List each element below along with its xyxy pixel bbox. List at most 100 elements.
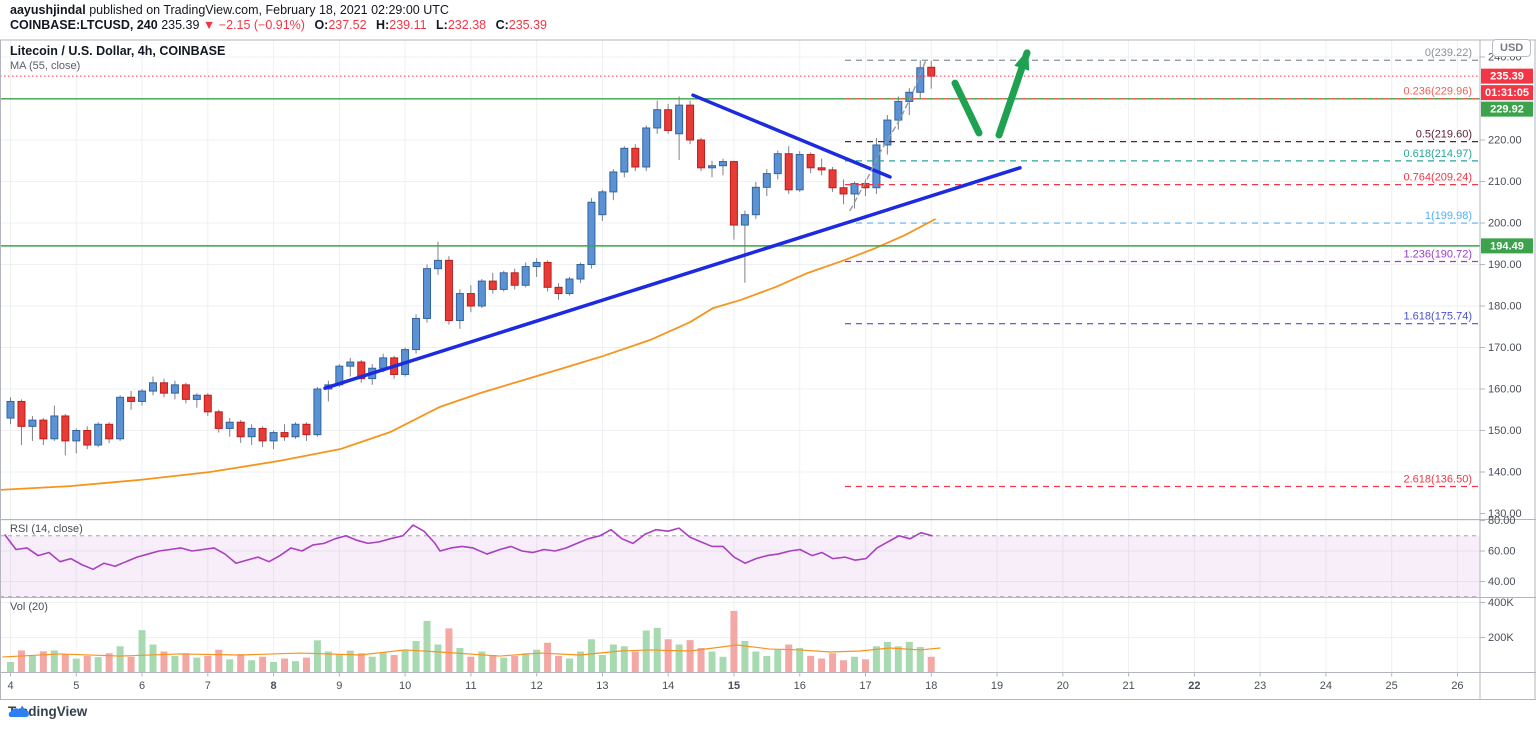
volume-bar bbox=[511, 655, 519, 673]
volume-bar bbox=[522, 653, 530, 673]
volume-bar bbox=[379, 652, 387, 673]
rsi-legend[interactable]: RSI (14, close) bbox=[10, 523, 83, 535]
candle-body bbox=[6, 400, 15, 419]
volume-bar bbox=[686, 640, 694, 673]
volume-bar bbox=[785, 644, 793, 673]
candle-body bbox=[839, 187, 848, 195]
vol-tick-label: 400K bbox=[1488, 597, 1514, 609]
trendline-descending-resistance bbox=[691, 93, 892, 179]
volume-bar bbox=[467, 656, 475, 673]
candle-body bbox=[565, 278, 574, 295]
candle-body bbox=[280, 432, 289, 438]
vol-legend[interactable]: Vol (20) bbox=[10, 601, 48, 613]
rsi-line bbox=[4, 524, 933, 571]
volume-bar bbox=[894, 646, 902, 673]
volume-bar bbox=[850, 656, 858, 673]
candle-body bbox=[313, 388, 322, 436]
volume-bar bbox=[544, 642, 552, 673]
volume-bar bbox=[149, 644, 157, 673]
volume-bar bbox=[281, 658, 289, 673]
candle-body bbox=[138, 390, 147, 402]
volume-bar bbox=[555, 655, 563, 673]
candle-body bbox=[762, 173, 771, 188]
low-value: 232.38 bbox=[447, 18, 487, 32]
vol-tick-label: 200K bbox=[1488, 632, 1514, 644]
countdown-badge-text: 01:31:05 bbox=[1485, 87, 1529, 99]
low-label: L: bbox=[436, 18, 448, 32]
chart-title[interactable]: Litecoin / U.S. Dollar, 4h, COINBASE bbox=[10, 44, 226, 58]
candle-body bbox=[587, 201, 596, 265]
price-tick-label: 160.00 bbox=[1488, 384, 1522, 396]
pane-frame bbox=[0, 39, 1536, 700]
volume-bar bbox=[138, 630, 146, 673]
candle-body bbox=[894, 100, 903, 121]
volume-bar bbox=[171, 655, 179, 673]
candle-body bbox=[455, 293, 464, 322]
candle-body bbox=[916, 67, 925, 93]
close-label: C: bbox=[495, 18, 509, 32]
volume-bar bbox=[861, 659, 869, 673]
candlestick-series bbox=[6, 60, 936, 456]
volume-bar bbox=[796, 648, 804, 673]
volume-bar bbox=[17, 650, 25, 673]
time-tick-label: 23 bbox=[1254, 680, 1266, 692]
time-tick-label: 13 bbox=[596, 680, 608, 692]
symbol-name[interactable]: COINBASE:LTCUSD, 240 bbox=[10, 18, 158, 32]
volume-bar bbox=[434, 644, 442, 673]
price-axis[interactable]: 240.00220.00210.00200.00190.00180.00170.… bbox=[1480, 52, 1533, 645]
rsi-band bbox=[0, 535, 1480, 598]
candle-body bbox=[225, 421, 234, 429]
candle-body bbox=[905, 91, 914, 102]
rsi-tick-label: 60.00 bbox=[1488, 546, 1516, 558]
open-value: 237.52 bbox=[328, 18, 367, 32]
volume-bar bbox=[291, 661, 299, 673]
fib-retracement: 0(239.22) 0.236(229.96) 0.5(219.60) 0.618(2… bbox=[845, 47, 1480, 488]
volume-bar bbox=[302, 657, 310, 673]
candle-body bbox=[94, 423, 103, 446]
volume-bar bbox=[390, 655, 398, 673]
candle-body bbox=[116, 396, 125, 440]
candle-body bbox=[620, 147, 629, 173]
candle-body bbox=[379, 357, 388, 369]
volume-bar bbox=[401, 649, 409, 673]
volume-bar bbox=[105, 653, 113, 673]
candle-body bbox=[247, 427, 256, 438]
currency-usd-button[interactable]: USD bbox=[1492, 39, 1532, 57]
price-tick-label: 180.00 bbox=[1488, 301, 1522, 313]
volume-bar bbox=[489, 655, 497, 673]
tradingview-logo[interactable]: TradingView bbox=[8, 704, 87, 719]
candle-body bbox=[708, 165, 717, 169]
time-tick-label: 8 bbox=[271, 680, 277, 692]
fib-level-label: 0.764(209.24) bbox=[1404, 172, 1473, 184]
volume-bar bbox=[61, 654, 69, 673]
candle-body bbox=[510, 272, 519, 286]
volume-bar bbox=[182, 653, 190, 673]
candle-body bbox=[543, 261, 552, 288]
publish-info: aayushjindal published on TradingView.co… bbox=[10, 3, 449, 17]
ma-legend[interactable]: MA (55, close) bbox=[10, 60, 81, 72]
candle-body bbox=[554, 286, 563, 295]
price-tick-label: 170.00 bbox=[1488, 342, 1522, 354]
time-tick-label: 5 bbox=[73, 680, 79, 692]
volume-bar bbox=[346, 650, 354, 673]
volume-bar bbox=[313, 640, 321, 673]
volume-bar bbox=[818, 658, 826, 673]
candle-body bbox=[466, 293, 475, 307]
candle-body bbox=[61, 415, 70, 442]
volume-bar bbox=[324, 651, 332, 673]
volume-bar bbox=[270, 662, 278, 673]
candle-body bbox=[302, 423, 311, 436]
time-axis[interactable]: 4 5 6 7 8 9 10 11 12 13 14 15 16 17 18 19 20 21 22 23 24 25 26 bbox=[7, 672, 1464, 693]
time-tick-label: 19 bbox=[991, 680, 1003, 692]
volume-series bbox=[7, 610, 935, 673]
volume-bar bbox=[226, 659, 234, 673]
volume-bar bbox=[357, 653, 365, 673]
volume-bar bbox=[204, 655, 212, 673]
time-tick-label: 24 bbox=[1320, 680, 1332, 692]
candle-body bbox=[258, 427, 267, 442]
time-tick-label: 21 bbox=[1122, 680, 1134, 692]
candle-body bbox=[159, 382, 168, 394]
candle-body bbox=[817, 167, 826, 171]
